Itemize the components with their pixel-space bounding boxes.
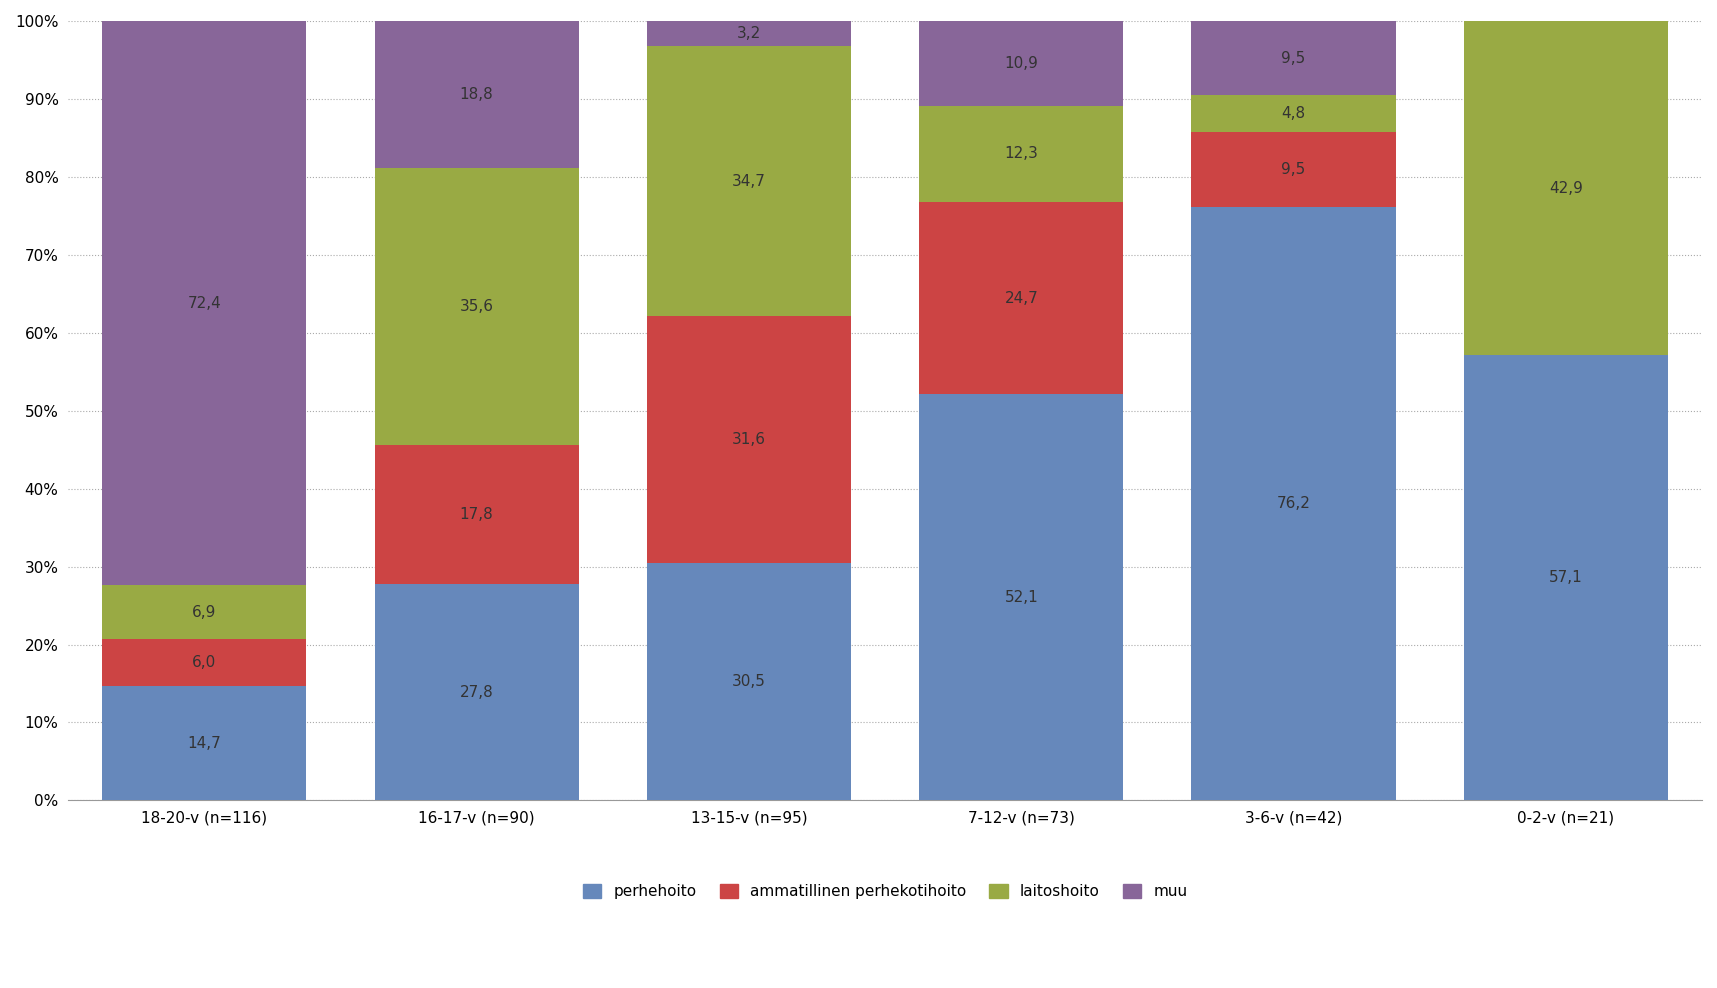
Text: 30,5: 30,5 — [731, 674, 766, 689]
Bar — [374, 584, 579, 800]
Text: 57,1: 57,1 — [1549, 570, 1583, 586]
Legend: perhehoito, ammatillinen perhekotihoito, laitoshoito, muu: perhehoito, ammatillinen perhekotihoito,… — [577, 878, 1193, 906]
Text: 18,8: 18,8 — [460, 87, 493, 102]
Text: 14,7: 14,7 — [187, 736, 221, 751]
Bar — [919, 106, 1123, 202]
Bar — [919, 394, 1123, 800]
Text: 27,8: 27,8 — [460, 685, 493, 700]
Text: 9,5: 9,5 — [1281, 162, 1305, 177]
Bar — [374, 445, 579, 584]
Text: 6,0: 6,0 — [192, 655, 216, 670]
Text: 10,9: 10,9 — [1004, 56, 1039, 71]
Bar — [1192, 21, 1396, 95]
Bar — [1463, 356, 1667, 800]
Text: 9,5: 9,5 — [1281, 50, 1305, 65]
Text: 35,6: 35,6 — [460, 298, 494, 314]
Bar — [647, 316, 852, 563]
Bar — [374, 21, 579, 168]
Bar — [103, 585, 306, 639]
Text: 24,7: 24,7 — [1004, 290, 1039, 305]
Text: 31,6: 31,6 — [731, 432, 766, 447]
Bar — [103, 21, 306, 585]
Text: 6,9: 6,9 — [192, 605, 216, 619]
Bar — [1192, 206, 1396, 800]
Text: 34,7: 34,7 — [731, 174, 766, 189]
Text: 12,3: 12,3 — [1004, 146, 1039, 161]
Text: 52,1: 52,1 — [1004, 590, 1039, 605]
Text: 76,2: 76,2 — [1277, 496, 1310, 511]
Text: 4,8: 4,8 — [1281, 107, 1305, 122]
Text: 17,8: 17,8 — [460, 507, 493, 522]
Bar — [647, 46, 852, 316]
Bar — [647, 563, 852, 800]
Bar — [647, 21, 852, 46]
Bar — [1192, 95, 1396, 132]
Bar — [1463, 21, 1667, 356]
Bar — [103, 686, 306, 800]
Text: 42,9: 42,9 — [1549, 181, 1583, 196]
Bar — [919, 21, 1123, 106]
Bar — [1192, 132, 1396, 206]
Bar — [103, 639, 306, 686]
Text: 3,2: 3,2 — [737, 26, 761, 41]
Bar — [374, 168, 579, 445]
Bar — [919, 202, 1123, 394]
Text: 72,4: 72,4 — [187, 295, 221, 310]
